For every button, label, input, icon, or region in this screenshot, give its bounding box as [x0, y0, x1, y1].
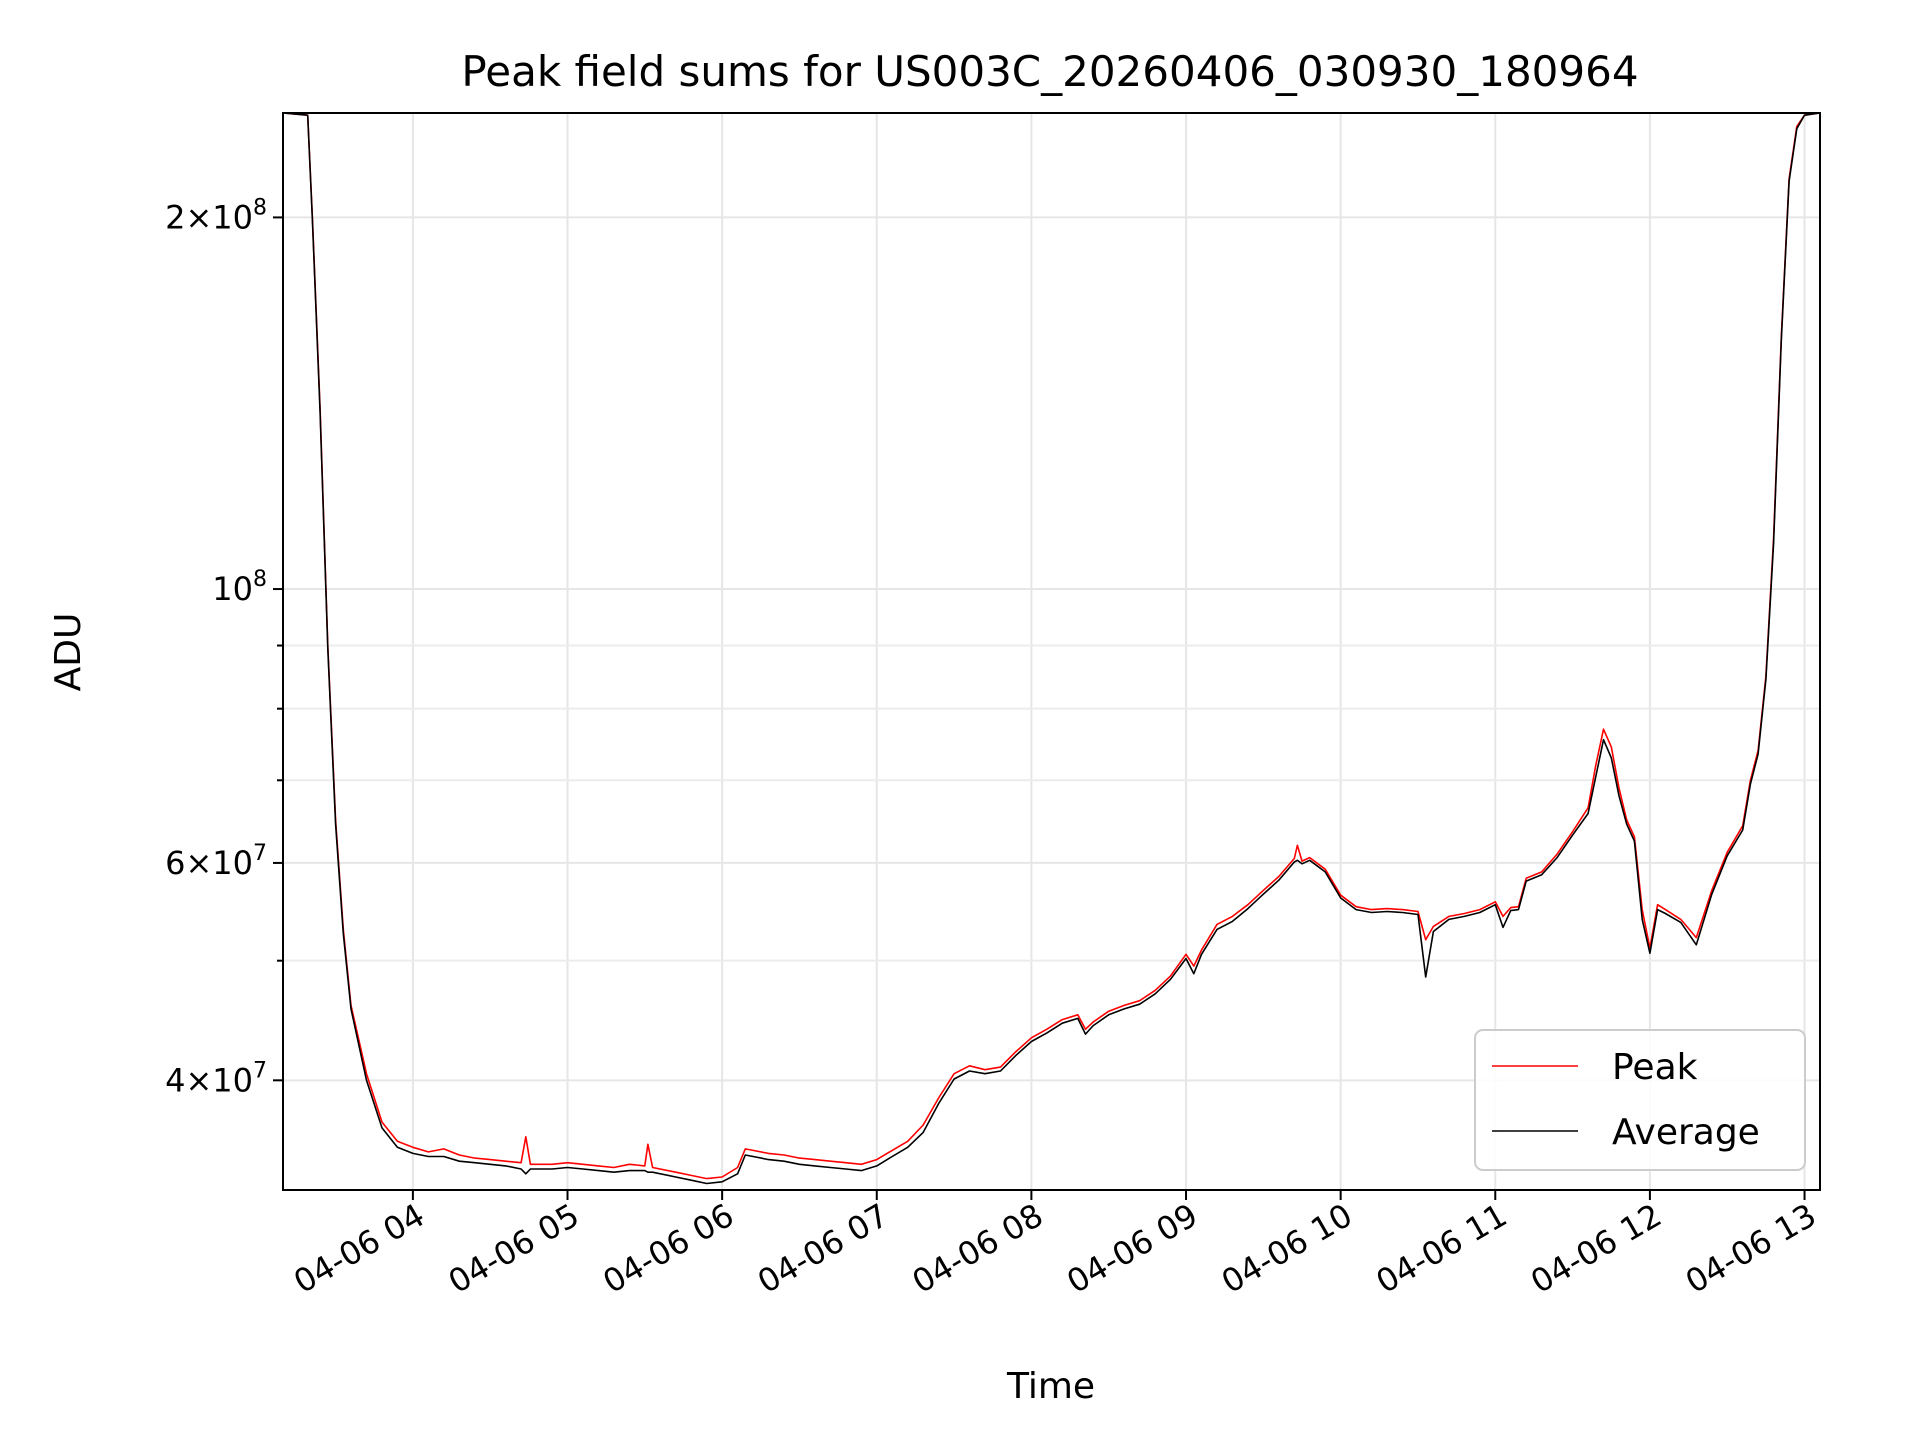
series-layer [283, 113, 1820, 1185]
chart-title: Peak field sums for US003C_20260406_0309… [461, 47, 1638, 96]
series-line-average [283, 113, 1820, 1185]
legend-box [1474, 1029, 1806, 1171]
legend: Peak Average [1474, 1029, 1806, 1171]
series-line-peak [283, 113, 1820, 1180]
y-tick-label: 2×108 [165, 195, 267, 236]
legend-average-label: Average [1612, 1112, 1760, 1153]
y-tick-label: 4×107 [165, 1058, 267, 1099]
y-tick-label: 6×107 [165, 841, 267, 882]
y-axis-label: ADU [48, 613, 89, 692]
legend-peak-label: Peak [1612, 1047, 1698, 1088]
plot-frame [282, 112, 1821, 1191]
x-axis-label: Time [1006, 1366, 1095, 1407]
